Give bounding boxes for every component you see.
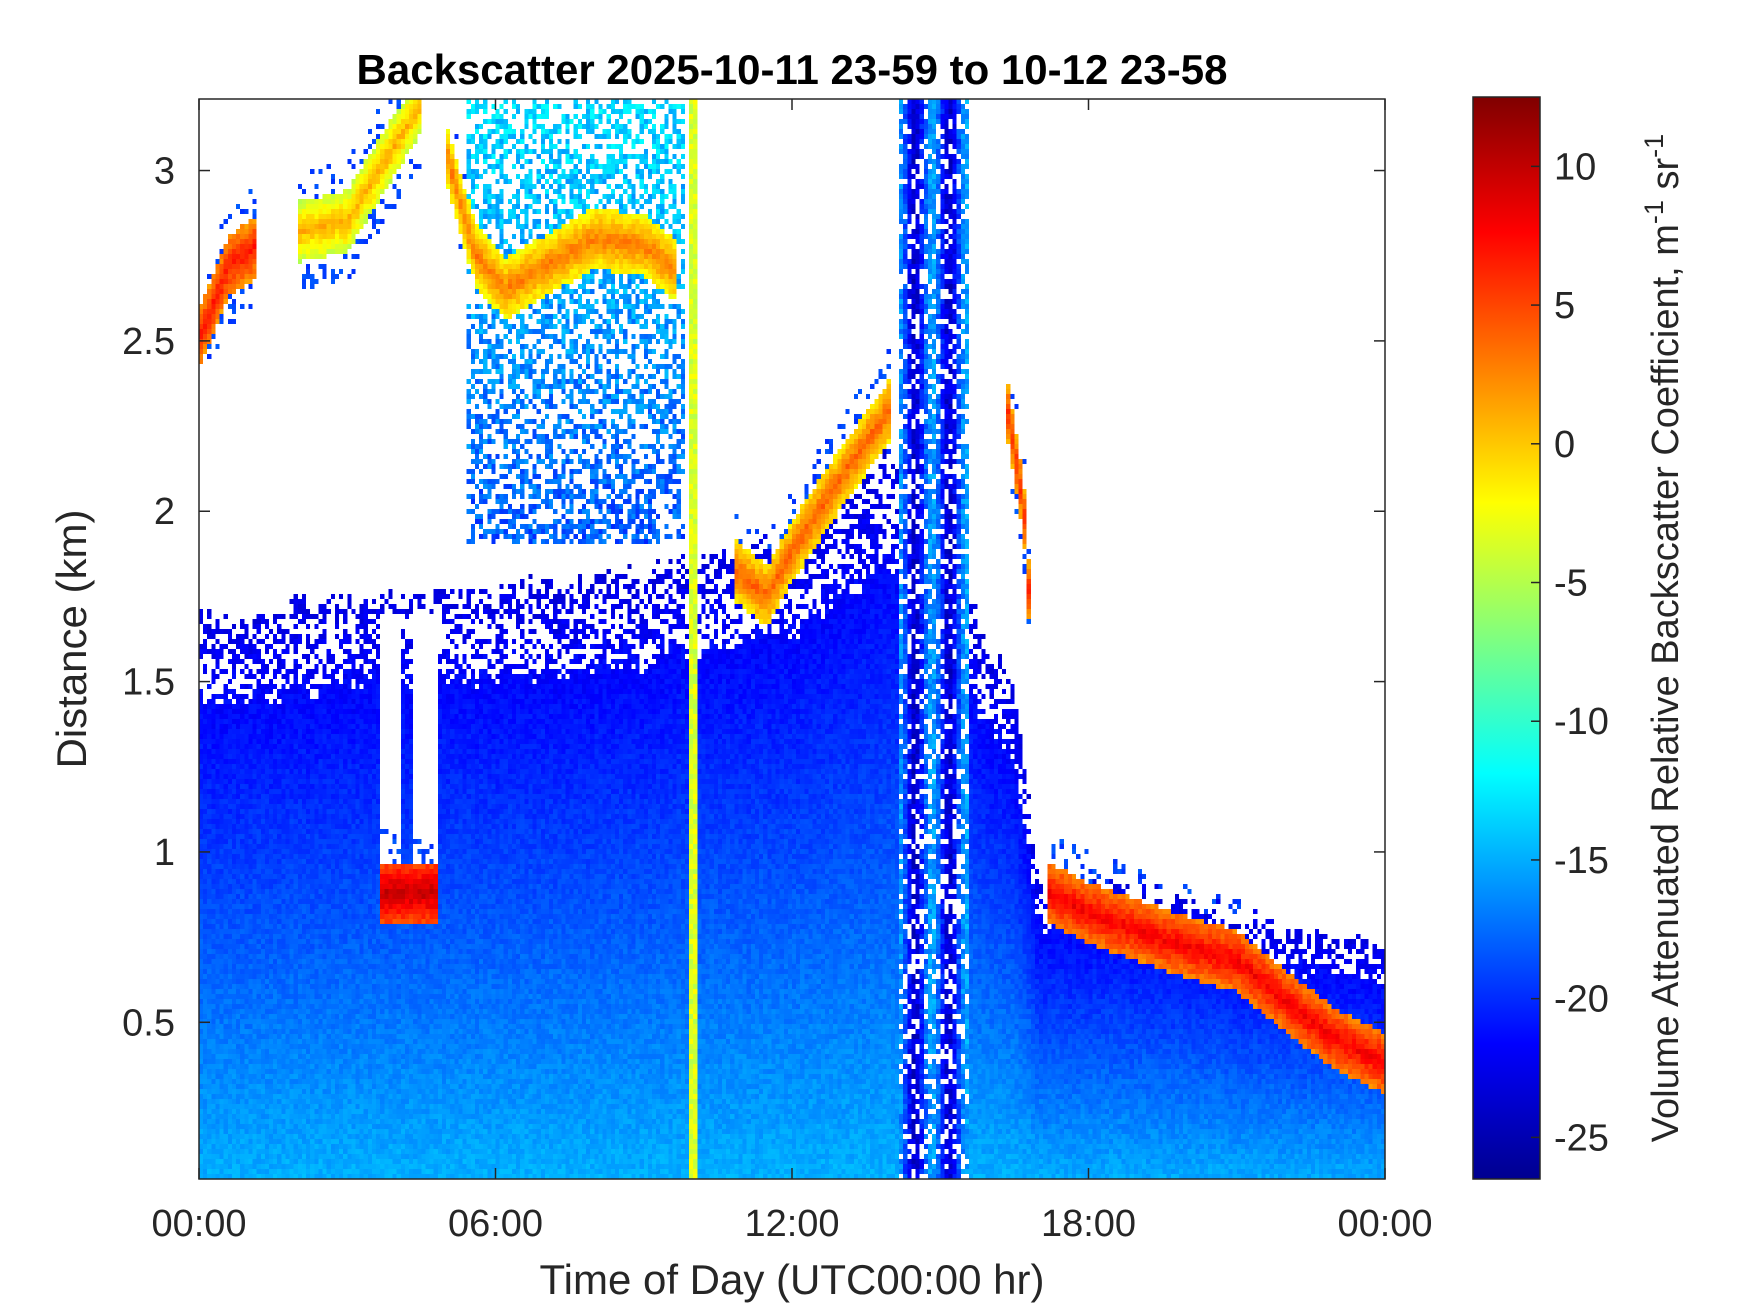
y-tick-label: 1: [154, 832, 175, 874]
colorbar-tick-label: -25: [1554, 1117, 1609, 1159]
colorbar-tick-label: 5: [1554, 285, 1575, 327]
y-tick-label: 1.5: [122, 662, 175, 704]
colorbar-tick-label: 0: [1554, 424, 1575, 466]
x-tick-label: 12:00: [744, 1203, 839, 1245]
x-tick-label: 06:00: [448, 1203, 543, 1245]
colorbar-label-main: Volume Attenuated Relative Backscatter C…: [1645, 224, 1687, 1142]
x-axis-ticks: 00:00 06:00 12:00 18:00 00:00: [151, 99, 1433, 1245]
y-tick-label: 2.5: [122, 321, 175, 363]
colorbar: 10 5 0 -5 -10 -15 -20 -25 Volume Attenuated Rel…: [1472, 96, 1687, 1180]
x-tick-label: 18:00: [1041, 1203, 1136, 1245]
colorbar-label-sup1: -1: [1639, 200, 1669, 224]
x-tick-label: 00:00: [151, 1203, 246, 1245]
colorbar-label-sup2: -1: [1639, 134, 1669, 158]
backscatter-heatmap: [199, 99, 1385, 1179]
plot-area: 00:00 06:00 12:00 18:00 00:00 0.5 1 1.5 2 2.5 3: [122, 98, 1433, 1245]
y-axis-label: Distance (km): [48, 509, 95, 768]
colorbar-tick-label: -5: [1554, 563, 1588, 605]
colorbar-ticks: 10 5 0 -5 -10 -15 -20 -25: [1531, 146, 1609, 1159]
x-tick-label: 00:00: [1337, 1203, 1432, 1245]
colorbar-tick-label: 10: [1554, 146, 1596, 188]
y-tick-label: 0.5: [122, 1002, 175, 1044]
y-axis-ticks: 0.5 1 1.5 2 2.5 3: [122, 151, 1385, 1044]
chart-title: Backscatter 2025-10-11 23-59 to 10-12 23…: [357, 46, 1228, 93]
colorbar-tick-label: -15: [1554, 840, 1609, 882]
colorbar-tick-label: -20: [1554, 979, 1609, 1021]
y-tick-label: 3: [154, 151, 175, 193]
colorbar-label-mid: sr: [1645, 157, 1687, 200]
colorbar-label: Volume Attenuated Relative Backscatter C…: [1639, 134, 1687, 1142]
colorbar-gradient: [1473, 97, 1540, 1179]
colorbar-tick-label: -10: [1554, 701, 1609, 743]
colorbar-frame: [1472, 96, 1541, 1180]
y-tick-label: 2: [154, 491, 175, 533]
x-axis-label: Time of Day (UTC00:00 hr): [540, 1256, 1045, 1303]
